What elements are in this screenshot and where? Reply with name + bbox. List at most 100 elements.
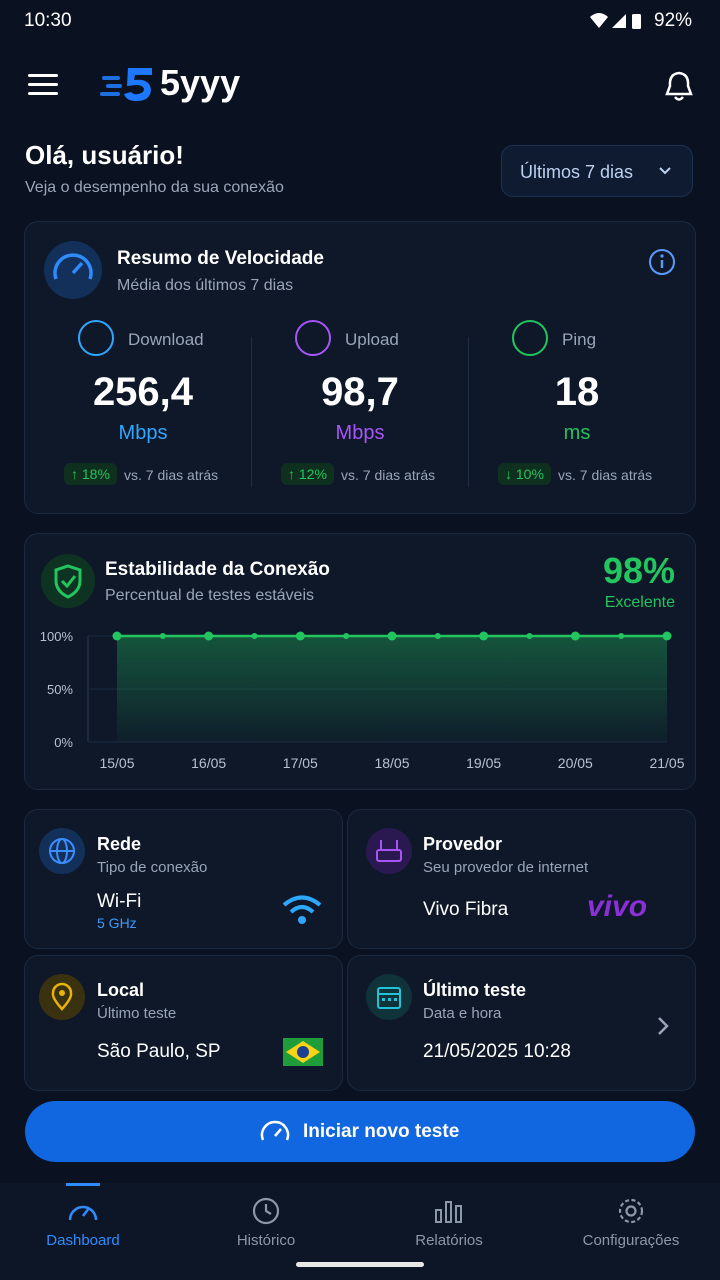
calendar-icon xyxy=(366,974,412,1020)
y-tick-label: 100% xyxy=(40,629,74,644)
metric-label: Ping xyxy=(562,330,597,349)
info-button[interactable] xyxy=(648,248,676,276)
start-test-button[interactable]: Iniciar novo teste xyxy=(25,1101,695,1162)
provider-logo: vivo xyxy=(587,890,648,923)
data-point xyxy=(662,631,672,641)
shield-icon xyxy=(41,554,95,608)
metric-change: ↓ 10% xyxy=(498,463,551,485)
metric-change: ↑ 12% xyxy=(281,463,334,485)
metric-value: 256,4 xyxy=(92,370,194,414)
speed-summary-card: Resumo de Velocidade Média dos últimos 7… xyxy=(24,221,696,514)
card-value: Wi-Fi xyxy=(97,891,142,912)
card-title: Provedor xyxy=(423,834,503,854)
flag-icon xyxy=(283,1038,323,1066)
data-point xyxy=(526,633,533,639)
card-title: Rede xyxy=(97,834,142,854)
router-icon xyxy=(366,828,412,874)
globe-icon xyxy=(39,828,85,874)
nav-indicator xyxy=(66,1183,100,1186)
metric-value: 18 xyxy=(554,370,600,414)
brand-name: 5yyy xyxy=(160,62,241,103)
speed-subtitle: Média dos últimos 7 dias xyxy=(117,277,294,294)
home-indicator xyxy=(296,1262,424,1267)
chevron-down xyxy=(659,167,671,175)
x-tick-label: 18/05 xyxy=(374,755,409,771)
status-time: 10:30 xyxy=(24,10,72,31)
location-card: Local Último teste São Paulo, SP xyxy=(24,955,343,1091)
data-point xyxy=(570,631,580,641)
network-card: Rede Tipo de conexão Wi-Fi 5 GHz xyxy=(24,809,343,949)
divider xyxy=(251,337,252,487)
data-point xyxy=(434,633,441,639)
speed-metric: Ping 18 ms ↓ 10% vs. 7 dias atrás xyxy=(472,318,682,493)
metric-icon xyxy=(512,320,548,356)
metric-unit: ms xyxy=(563,422,591,444)
card-subtitle: Último teste xyxy=(97,1005,177,1022)
divider xyxy=(468,337,469,487)
y-tick-label: 50% xyxy=(47,682,73,697)
speed-metric: Upload 98,7 Mbps ↑ 12% vs. 7 dias atrás xyxy=(255,318,465,493)
x-tick-label: 16/05 xyxy=(191,755,226,771)
metric-comparison: vs. 7 dias atrás xyxy=(341,467,436,483)
period-selector[interactable]: Últimos 7 dias xyxy=(501,145,693,197)
area xyxy=(117,636,667,742)
card-subtitle: Data e hora xyxy=(423,1005,502,1022)
data-point xyxy=(618,633,625,639)
speed-icon xyxy=(260,1120,290,1141)
data-point xyxy=(343,633,350,639)
nav-item[interactable]: Relatórios xyxy=(415,1232,483,1249)
button-label: Iniciar novo teste xyxy=(303,1121,460,1142)
data-point xyxy=(204,631,214,641)
menu-button[interactable] xyxy=(28,72,58,96)
nav-item[interactable]: Histórico xyxy=(236,1232,296,1249)
nav-icon xyxy=(435,1201,462,1223)
metric-label: Download xyxy=(128,330,204,349)
pin-icon xyxy=(39,974,85,1020)
x-tick-label: 19/05 xyxy=(466,755,501,771)
metric-comparison: vs. 7 dias atrás xyxy=(124,467,219,483)
metric-comparison: vs. 7 dias atrás xyxy=(558,467,653,483)
nav-item[interactable]: Dashboard xyxy=(46,1232,120,1249)
greeting-title: Olá, usuário! xyxy=(25,140,184,170)
stability-percent: 98% xyxy=(602,550,675,591)
metric-unit: Mbps xyxy=(335,422,385,444)
x-tick-label: 20/05 xyxy=(558,755,593,771)
x-tick-label: 17/05 xyxy=(283,755,318,771)
data-point xyxy=(295,631,305,641)
data-point xyxy=(112,631,122,641)
stability-chart: 0% 50% 100% 15/05 16/05 17/05 18/05 19/05 20/05 2… xyxy=(40,629,685,771)
nav-icon xyxy=(252,1197,280,1225)
speed-icon xyxy=(44,241,102,299)
last-test-card[interactable]: Último teste Data e hora 21/05/2025 10:2… xyxy=(347,955,696,1091)
period-label: Últimos 7 dias xyxy=(520,162,634,182)
notifications-button[interactable] xyxy=(664,70,694,102)
card-value: 21/05/2025 10:28 xyxy=(423,1041,571,1062)
nav-item[interactable]: Configurações xyxy=(582,1232,680,1249)
data-point xyxy=(159,633,166,639)
provider-card: Provedor Seu provedor de internet Vivo F… xyxy=(347,809,696,949)
status-icons xyxy=(590,13,641,29)
stability-subtitle: Percentual de testes estáveis xyxy=(105,587,315,604)
status-battery: 92% xyxy=(654,10,693,31)
data-point xyxy=(479,631,489,641)
x-tick-label: 21/05 xyxy=(649,755,684,771)
card-title: Local xyxy=(97,980,145,1000)
card-detail: 5 GHz xyxy=(97,915,137,931)
stability-title: Estabilidade da Conexão xyxy=(105,559,330,580)
card-title: Último teste xyxy=(423,980,527,1000)
card-subtitle: Seu provedor de internet xyxy=(423,859,589,876)
speed-title: Resumo de Velocidade xyxy=(117,248,324,269)
metric-label: Upload xyxy=(345,330,399,349)
metric-value: 98,7 xyxy=(321,370,399,414)
card-value: Vivo Fibra xyxy=(423,899,509,920)
speed-metric: Download 256,4 Mbps ↑ 18% vs. 7 dias atrás xyxy=(38,318,248,493)
metric-icon xyxy=(78,320,114,356)
metric-unit: Mbps xyxy=(118,422,168,444)
brand-logo xyxy=(100,68,152,102)
nav-icon xyxy=(618,1198,644,1224)
wifi-icon xyxy=(282,895,322,924)
metric-icon xyxy=(295,320,331,356)
y-tick-label: 0% xyxy=(54,735,73,750)
